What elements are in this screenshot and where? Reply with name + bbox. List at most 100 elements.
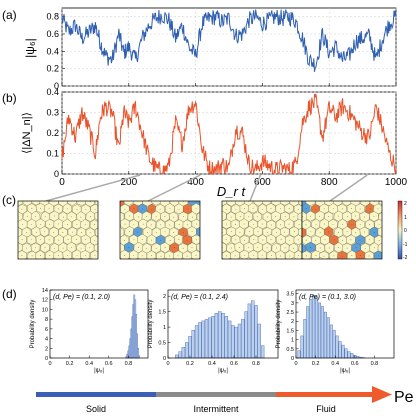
voronoi-cell	[94, 274, 103, 285]
particle-dot	[288, 223, 290, 225]
particle-dot	[164, 216, 166, 217]
particle-dot	[49, 223, 51, 225]
histogram-bar	[297, 350, 301, 359]
voronoi-cell	[295, 188, 304, 198]
particle-dot	[310, 262, 311, 263]
voronoi-cell	[360, 274, 369, 284]
voronoi-cell	[138, 189, 148, 199]
particle-dot	[99, 201, 100, 202]
particle-dot	[116, 216, 117, 217]
particle-dot	[387, 271, 388, 272]
voronoi-cell	[104, 257, 114, 268]
particle-dot	[31, 239, 33, 241]
voronoi-cell	[205, 274, 215, 284]
histogram-bar	[329, 324, 333, 359]
histogram-bar	[231, 325, 235, 359]
voronoi-cell	[267, 188, 276, 199]
particle-dot	[369, 239, 371, 241]
particle-dot	[108, 279, 109, 280]
particle-dot	[169, 255, 170, 257]
particle-dot	[323, 223, 325, 225]
particle-dot	[48, 239, 50, 241]
particle-dot	[22, 223, 23, 225]
particle-dot	[271, 193, 272, 194]
particle-dot	[355, 232, 357, 233]
particle-dot	[192, 263, 193, 264]
particle-dot	[123, 240, 125, 241]
particle-dot	[293, 231, 295, 232]
voronoi-cell	[356, 266, 365, 277]
particle-dot	[147, 232, 148, 233]
histogram-bar	[194, 325, 199, 359]
particle-dot	[320, 262, 321, 263]
histogram-bar	[309, 299, 313, 359]
voronoi-cell	[18, 250, 27, 259]
particle-dot	[267, 279, 268, 280]
plot-frame	[167, 289, 279, 359]
particle-dot	[387, 193, 388, 194]
voronoi-snapshots	[5, 188, 410, 285]
voronoi-cell	[209, 258, 218, 269]
particle-dot	[150, 224, 152, 226]
voronoi-cell	[201, 235, 210, 246]
particle-dot	[374, 262, 375, 263]
particle-dot	[48, 207, 50, 209]
particle-dot	[243, 223, 245, 225]
x-tick-label: 1000	[385, 177, 408, 188]
particle-dot	[40, 223, 41, 225]
particle-dot	[244, 254, 245, 256]
x-axis-label: |ψ₆|	[218, 368, 228, 374]
particle-dot	[262, 239, 264, 241]
particle-dot	[341, 255, 343, 257]
particle-dot	[9, 247, 10, 248]
particle-dot	[360, 254, 361, 256]
voronoi-cell	[117, 266, 126, 276]
particle-dot	[120, 263, 121, 264]
voronoi-cell	[302, 188, 312, 198]
voronoi-cell	[104, 274, 114, 284]
voronoi-cell	[257, 267, 267, 277]
particle-dot	[110, 263, 111, 264]
voronoi-cell	[401, 265, 410, 276]
histogram-bar	[227, 320, 232, 359]
particle-dot	[306, 271, 307, 272]
voronoi-cell	[80, 250, 91, 259]
voronoi-cell	[128, 188, 137, 198]
particle-dot	[328, 262, 329, 263]
voronoi-cell	[222, 221, 223, 228]
particle-dot	[266, 247, 268, 249]
voronoi-cell	[245, 257, 252, 259]
particle-dot	[298, 208, 300, 210]
voronoi-cell	[285, 188, 295, 198]
voronoi-cell	[85, 274, 94, 284]
particle-dot	[235, 239, 237, 241]
voronoi-cell	[247, 202, 258, 214]
particle-dot	[219, 263, 220, 264]
particle-dot	[266, 216, 268, 218]
voronoi-cell	[305, 201, 316, 206]
particle-dot	[57, 223, 59, 225]
particle-dot	[117, 248, 118, 249]
voronoi-cell	[253, 201, 263, 207]
particle-dot	[151, 255, 152, 257]
voronoi-cell	[142, 201, 153, 207]
particle-dot	[397, 240, 398, 241]
particle-dot	[182, 247, 184, 249]
particle-dot	[405, 240, 406, 241]
particle-dot	[115, 192, 116, 193]
voronoi-cell	[108, 219, 118, 229]
histogram-bar	[214, 313, 219, 359]
voronoi-cell	[31, 274, 40, 284]
particle-dot	[217, 240, 218, 241]
particle-dot	[84, 224, 86, 226]
particle-dot	[85, 208, 87, 210]
particle-dot	[178, 270, 179, 271]
voronoi-cell	[94, 201, 98, 207]
particle-dot	[169, 271, 170, 272]
section-label-intermittent: Intermittent	[193, 404, 239, 414]
voronoi-cell	[275, 258, 279, 259]
particle-dot	[298, 224, 300, 225]
voronoi-cell	[151, 201, 161, 206]
histogram-bar	[300, 335, 304, 359]
voronoi-cell	[5, 274, 14, 284]
